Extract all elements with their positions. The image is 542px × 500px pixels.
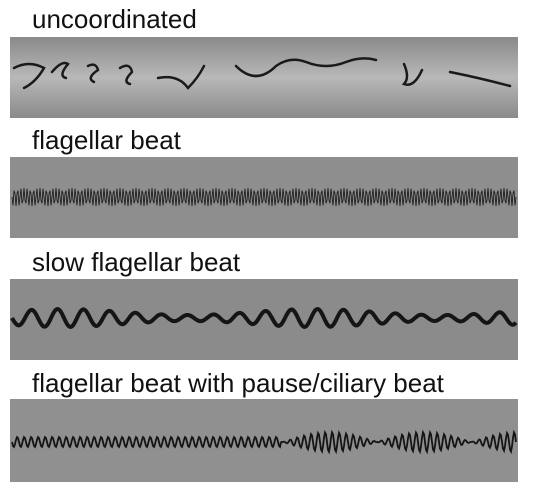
panel-label: flagellar beat with pause/ciliary beat [32, 368, 445, 398]
pause-beat-trace [11, 429, 517, 455]
uncoordinated-trace [12, 57, 512, 90]
slow-beat-trace [10, 307, 518, 329]
panel-label: uncoordinated [32, 4, 197, 34]
kymograph [10, 157, 518, 238]
kymograph [10, 37, 518, 118]
fast-beat-trace [11, 187, 517, 207]
filament-traces [12, 57, 512, 90]
panel-label: flagellar beat [32, 125, 182, 155]
panel-label: slow flagellar beat [32, 247, 241, 277]
